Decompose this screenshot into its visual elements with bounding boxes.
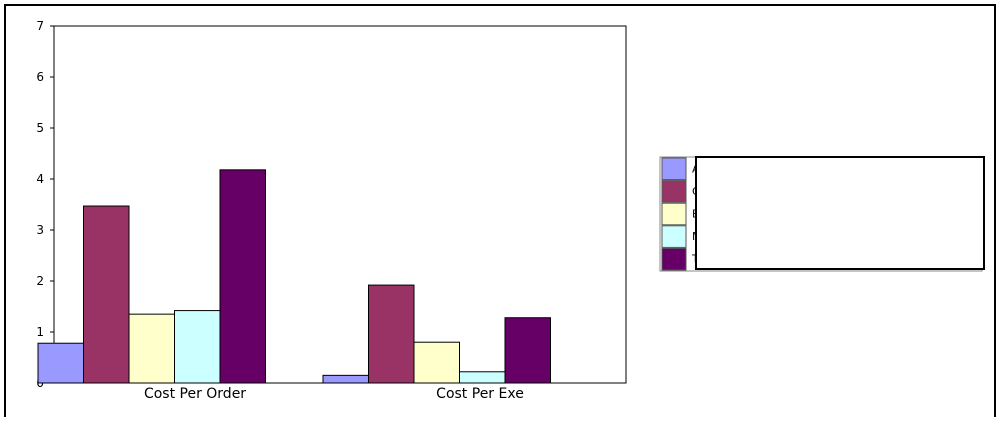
bar [219, 169, 266, 384]
bar [128, 313, 175, 384]
bar [37, 342, 84, 384]
legend: ACBMT [659, 156, 985, 272]
bar [459, 371, 506, 384]
bar [83, 205, 130, 384]
plot-area [37, 25, 627, 384]
y-tick-label: 3 [36, 223, 44, 237]
y-tick-label: 5 [36, 121, 44, 135]
legend-swatch [661, 180, 687, 203]
bar [413, 341, 460, 384]
bar [504, 317, 551, 384]
bar [322, 374, 369, 384]
y-axis: 01234567 [36, 19, 54, 390]
bar [174, 310, 221, 384]
y-tick-label: 7 [36, 19, 44, 33]
legend-swatch [661, 202, 687, 226]
y-tick-label: 4 [36, 172, 44, 186]
legend-swatch [661, 247, 687, 271]
y-tick-label: 6 [36, 70, 44, 84]
bar [368, 284, 415, 384]
y-tick-label: 1 [36, 325, 44, 339]
x-axis: Cost Per Order Cost Per Exe [144, 386, 524, 402]
legend-swatch [661, 225, 687, 248]
legend-swatch [661, 157, 687, 181]
x-tick-label: Cost Per Order [144, 386, 246, 402]
x-tick-label: Cost Per Exe [436, 386, 524, 402]
legend-overlay-box [695, 156, 985, 270]
y-tick-label: 2 [36, 274, 44, 288]
